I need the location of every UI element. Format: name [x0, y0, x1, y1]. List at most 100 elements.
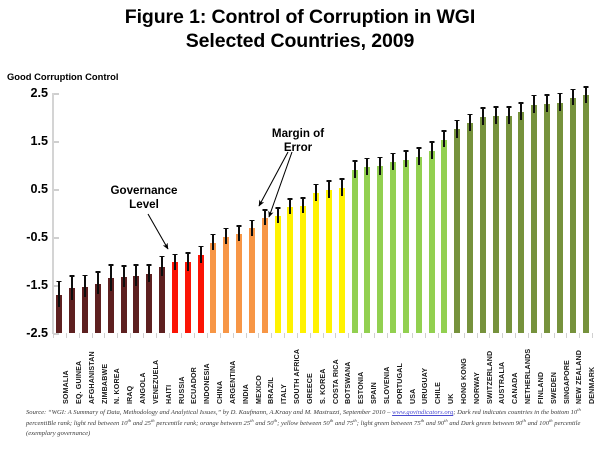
bar-group[interactable] [117, 93, 130, 333]
bar[interactable] [531, 104, 538, 333]
bar-group[interactable] [528, 93, 541, 333]
bar-group[interactable] [207, 93, 220, 333]
bar-group[interactable] [335, 93, 348, 333]
error-bar [392, 154, 395, 170]
bar[interactable] [377, 166, 384, 333]
bar[interactable] [248, 228, 255, 333]
bar[interactable] [133, 275, 140, 333]
bar-group[interactable] [220, 93, 233, 333]
bar[interactable] [69, 288, 76, 333]
bar[interactable] [428, 151, 435, 333]
bar[interactable] [441, 139, 448, 333]
x-tick-mark [142, 333, 144, 338]
bar-group[interactable] [246, 93, 259, 333]
bar[interactable] [415, 156, 422, 333]
bar[interactable] [56, 294, 63, 333]
bar[interactable] [390, 162, 397, 333]
bar[interactable] [338, 188, 345, 333]
bar[interactable] [107, 278, 114, 333]
bar[interactable] [351, 169, 358, 333]
x-tick-mark [502, 333, 504, 338]
bar-group[interactable] [92, 93, 105, 333]
x-tick-label: SOUTH AFRICA [293, 348, 302, 404]
bar[interactable] [159, 266, 166, 333]
bar-group[interactable] [438, 93, 451, 333]
bar-group[interactable] [412, 93, 425, 333]
bar[interactable] [582, 95, 589, 333]
bar[interactable] [325, 189, 332, 333]
error-bar-cap-top [275, 207, 281, 209]
bar-group[interactable] [425, 93, 438, 333]
bar[interactable] [171, 262, 178, 333]
x-tick-label: MEXICO [254, 375, 263, 404]
bar[interactable] [146, 273, 153, 333]
x-tick-mark [91, 333, 93, 338]
bar[interactable] [210, 242, 217, 333]
bar[interactable] [467, 123, 474, 333]
bar-group[interactable] [502, 93, 515, 333]
bar[interactable] [94, 283, 101, 333]
bar-group[interactable] [104, 93, 117, 333]
bar-group[interactable] [194, 93, 207, 333]
x-tick-mark [527, 333, 529, 338]
bar-group[interactable] [477, 93, 490, 333]
x-tick-mark [438, 333, 439, 338]
bar[interactable] [544, 104, 551, 333]
x-tick-label: URUGUAY [421, 367, 430, 404]
bar-group[interactable] [387, 93, 400, 333]
bar-group[interactable] [233, 93, 246, 333]
footnote-ordinal-suffix: th [444, 417, 448, 423]
bar[interactable] [274, 215, 281, 333]
bar[interactable] [479, 117, 486, 333]
bar[interactable] [569, 97, 576, 333]
bar-group[interactable] [374, 93, 387, 333]
bar-group[interactable] [66, 93, 79, 333]
x-tick-label: NORWAY [472, 371, 481, 404]
bar-group[interactable] [489, 93, 502, 333]
footnote-ordinal-suffix: th [353, 417, 357, 423]
bar[interactable] [505, 116, 512, 333]
bar-group[interactable] [156, 93, 169, 333]
bar-group[interactable] [323, 93, 336, 333]
bar-group[interactable] [53, 93, 66, 333]
bar-group[interactable] [464, 93, 477, 333]
x-tick-mark [335, 333, 337, 338]
bar[interactable] [313, 192, 320, 333]
bar[interactable] [454, 129, 461, 333]
bar[interactable] [364, 166, 371, 333]
bar[interactable] [287, 207, 294, 333]
bar[interactable] [261, 217, 268, 333]
bar[interactable] [223, 236, 230, 333]
x-tick-label: IRAQ [126, 385, 135, 404]
x-tick-label: ECUADOR [190, 367, 199, 404]
bar[interactable] [556, 102, 563, 333]
bar[interactable] [518, 112, 525, 333]
bar-group[interactable] [515, 93, 528, 333]
bar[interactable] [402, 159, 409, 333]
bar[interactable] [492, 116, 499, 333]
bar-group[interactable] [297, 93, 310, 333]
bar-group[interactable] [554, 92, 567, 333]
x-tick-label: GREECE [305, 373, 314, 404]
bar-group[interactable] [79, 93, 92, 333]
bar-group[interactable] [181, 93, 194, 333]
bar-group[interactable] [169, 93, 182, 333]
bar-group[interactable] [361, 93, 374, 333]
bar-group[interactable] [143, 93, 156, 333]
bar[interactable] [197, 255, 204, 333]
bar-group[interactable] [400, 93, 413, 333]
bar-group[interactable] [348, 93, 361, 333]
bar-group[interactable] [451, 93, 464, 333]
bar[interactable] [120, 276, 127, 333]
bar-group[interactable] [310, 93, 323, 333]
bar-group[interactable] [258, 93, 271, 333]
bar-group[interactable] [566, 88, 579, 333]
bar[interactable] [184, 262, 191, 333]
bar[interactable] [236, 234, 243, 333]
bar[interactable] [300, 205, 307, 333]
bar[interactable] [82, 286, 89, 333]
bar-group[interactable] [579, 86, 592, 333]
bar-group[interactable] [130, 93, 143, 333]
bar-group[interactable] [541, 93, 554, 333]
source-link[interactable]: www.govindicators.org [392, 409, 454, 416]
